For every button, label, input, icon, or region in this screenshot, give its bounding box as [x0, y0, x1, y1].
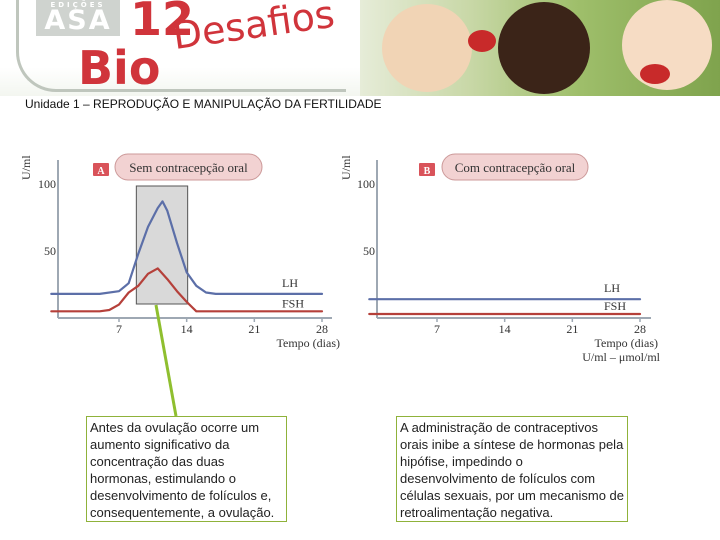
chart-title: Sem contracepção oral: [129, 160, 248, 175]
header-swoosh: [16, 0, 346, 92]
x-tick-label: 28: [316, 322, 328, 336]
publisher-name: ASA: [44, 5, 112, 36]
x-tick-label: 21: [248, 322, 260, 336]
x-axis-label: Tempo (dias): [595, 336, 658, 350]
title-bio: Bio: [78, 41, 161, 95]
note-with-contraception: A administração de contraceptivos orais …: [396, 416, 628, 522]
chart-title-pill: [441, 153, 589, 181]
x-tick-label: 7: [116, 322, 122, 336]
x-tick-label: 7: [434, 322, 440, 336]
series-label-lh: LH: [282, 276, 298, 290]
header-banner: EDIÇÕES ASA 12 Bio Desafios: [0, 0, 720, 96]
baby-photo-2: [498, 2, 590, 94]
ladybug-icon: [640, 64, 670, 84]
y-axis-label: U/ml: [339, 155, 353, 180]
panel-badge: [419, 163, 435, 176]
x-tick-label: 14: [499, 322, 511, 336]
x-tick-label: 21: [566, 322, 578, 336]
series-label-lh: LH: [604, 281, 620, 295]
series-line-lh: [50, 200, 324, 295]
publisher-small-label: EDIÇÕES: [50, 1, 106, 9]
panel-letter: A: [97, 166, 105, 177]
x-tick-label: 14: [181, 322, 193, 336]
publisher-logo: EDIÇÕES ASA: [36, 0, 120, 36]
unit-title: Unidade 1 – REPRODUÇÃO E MANIPULAÇÃO DA …: [25, 97, 382, 111]
y-tick-label: 100: [38, 177, 56, 191]
series-line-fsh: [50, 267, 324, 313]
y-tick-label: 50: [44, 244, 56, 258]
x-tick-label: 28: [634, 322, 646, 336]
panel-badge: [93, 163, 109, 176]
x-axis-label: Tempo (dias): [277, 336, 340, 350]
ovulation-highlight: [135, 185, 189, 305]
y-tick-label: 100: [357, 177, 375, 191]
baby-photo-1: [382, 4, 472, 92]
grade-number: 12: [130, 0, 195, 46]
ladybug-icon: [468, 30, 496, 52]
chart-title: Com contracepção oral: [455, 160, 576, 175]
series-label-fsh: FSH: [282, 296, 304, 310]
chart-title-pill: [114, 153, 263, 181]
y-axis-label: U/ml: [19, 155, 33, 180]
note-without-contraception: Antes da ovulação ocorre um aumento sign…: [86, 416, 287, 522]
series-label-fsh: FSH: [604, 299, 626, 313]
panel-letter: B: [424, 166, 431, 177]
header-photo: [360, 0, 720, 96]
y-tick-label: 50: [363, 244, 375, 258]
unit-note: U/ml – μmol/ml: [582, 350, 660, 364]
